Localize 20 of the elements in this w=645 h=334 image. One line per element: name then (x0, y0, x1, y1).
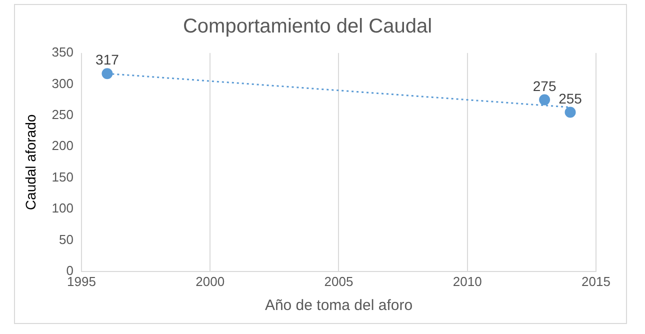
x-tick-label: 2015 (582, 274, 610, 289)
y-tick-label: 200 (52, 138, 74, 154)
point (564, 106, 576, 118)
data-label: 317 (96, 52, 120, 68)
y-tick-label: 300 (52, 76, 74, 91)
x-tick-label: 2010 (452, 274, 482, 289)
x-axis-title: Año de toma del aforo (264, 297, 413, 314)
point (539, 94, 550, 106)
y-tick-label: 50 (59, 232, 74, 247)
y-tick-label: 150 (52, 169, 74, 184)
y-tick-label: 250 (52, 106, 74, 122)
y-axis-title: Caudal aforado (22, 114, 38, 210)
data-label: 275 (532, 78, 556, 94)
data-label: 255 (558, 90, 582, 106)
point (102, 68, 113, 80)
x-tick-label: 2005 (324, 274, 354, 289)
x-tick-label: 2000 (196, 274, 225, 289)
y-tick-label: 350 (52, 44, 74, 60)
chart-title: Comportamiento del Caudal (182, 16, 432, 38)
y-tick-label: 100 (52, 200, 74, 216)
